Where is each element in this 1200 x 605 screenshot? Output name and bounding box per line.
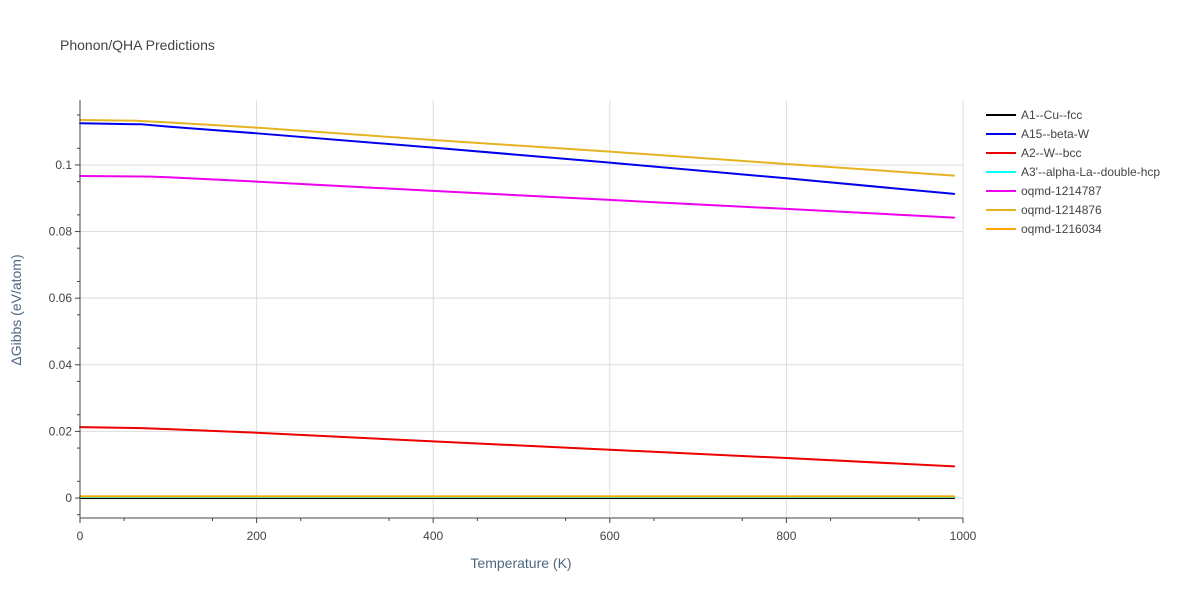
y-tick-label: 0 <box>65 491 72 505</box>
legend-label: oqmd-1214787 <box>1021 184 1102 198</box>
series-line-2 <box>79 426 956 468</box>
y-axis-title: ΔGibbs (eV/atom) <box>8 254 24 365</box>
legend-label: A15--beta-W <box>1021 127 1090 141</box>
x-tick-label: 400 <box>423 529 443 543</box>
legend-label: A3'--alpha-La--double-hcp <box>1021 165 1160 179</box>
grid-layer <box>80 100 964 518</box>
x-tick-label: 0 <box>77 529 84 543</box>
x-tick-label: 1000 <box>950 529 977 543</box>
legend-label: oqmd-1214876 <box>1021 203 1102 217</box>
legend-label: A2--W--bcc <box>1021 146 1081 160</box>
y-tick-label: 0.02 <box>49 424 73 438</box>
series-line-1 <box>79 122 956 195</box>
y-tick-label: 0.08 <box>49 225 73 239</box>
series-layer <box>79 118 956 500</box>
legend: A1--Cu--fcc A15--beta-W A2--W--bcc A3'--alp… <box>986 108 1160 236</box>
series-line-5 <box>79 118 956 177</box>
series-line-4 <box>79 174 956 219</box>
x-tick-label: 600 <box>600 529 620 543</box>
x-tick-label: 200 <box>247 529 267 543</box>
y-tick-label: 0.04 <box>49 358 73 372</box>
x-axis-title: Temperature (K) <box>470 555 571 571</box>
chart-title: Phonon/QHA Predictions <box>60 37 215 53</box>
legend-label: A1--Cu--fcc <box>1021 108 1082 122</box>
y-tick-label: 0.1 <box>55 158 72 172</box>
x-tick-label: 800 <box>776 529 796 543</box>
legend-label: oqmd-1216034 <box>1021 222 1102 236</box>
axes-layer: 0 200 400 600 800 1000 0 0.02 0.04 0.06 0.08 0.1 <box>49 100 977 543</box>
y-tick-label: 0.06 <box>49 291 73 305</box>
